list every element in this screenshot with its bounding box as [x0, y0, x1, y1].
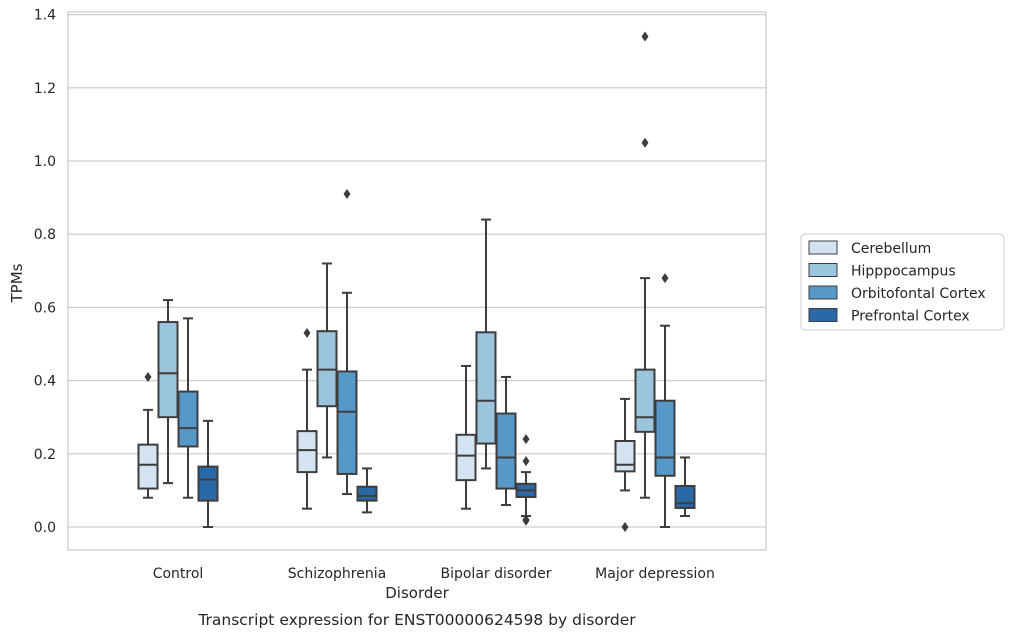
legend-label: Cerebellum [851, 241, 931, 257]
box-body [634, 368, 656, 433]
y-tick-label: 0.0 [34, 520, 56, 536]
box [654, 273, 676, 528]
box-body [157, 321, 179, 419]
series-orbitofontal-cortex [177, 188, 676, 528]
box-body [614, 439, 636, 473]
y-axis-label: TPMs [8, 263, 26, 303]
box-body [495, 412, 517, 490]
legend-swatch [808, 240, 838, 255]
legend-frame [800, 233, 1005, 331]
box [614, 397, 636, 532]
legend: Cerebellum Hipppocampus Orbitofontal Corte… [800, 233, 1005, 331]
box-series [137, 31, 696, 532]
box [634, 31, 656, 499]
box [157, 299, 179, 485]
y-tick-label: 0.6 [34, 300, 56, 316]
box [674, 456, 696, 518]
box-body [475, 331, 497, 445]
box [495, 375, 517, 507]
x-tick-label: Bipolar disorder [440, 566, 551, 582]
box-body [336, 370, 358, 475]
series-cerebellum [137, 328, 636, 532]
box-body [197, 465, 219, 502]
x-tick-label: Schizophrenia [288, 566, 386, 582]
chart-caption: Transcript expression for ENST0000062459… [197, 611, 636, 629]
gridlines [68, 14, 766, 528]
x-tick-label: Major depression [595, 566, 715, 582]
series-hipppocampus [157, 31, 656, 499]
outlier-point [661, 273, 669, 284]
y-tick-label: 0.8 [34, 227, 56, 243]
box [455, 364, 477, 510]
legend-swatch [808, 285, 838, 300]
box [197, 419, 219, 528]
x-tick-label: Control [153, 566, 204, 582]
box-body [137, 443, 159, 490]
series-prefrontal-cortex [197, 419, 696, 528]
box [475, 218, 497, 470]
box [515, 434, 537, 526]
y-tick-label: 1.0 [34, 154, 56, 170]
box-body [177, 390, 199, 448]
box-body [296, 430, 318, 474]
legend-label: Prefrontal Cortex [851, 309, 970, 325]
outlier-point [621, 522, 629, 532]
box [296, 328, 318, 510]
x-tick-labels: Control Schizophrenia Bipolar disorder Majo… [153, 566, 715, 582]
plot-area [67, 11, 767, 551]
box [177, 317, 199, 499]
box-body [455, 433, 477, 482]
legend-label: Hipppocampus [851, 264, 956, 280]
outlier-point [641, 31, 649, 42]
box-body [674, 485, 696, 509]
legend-swatch [808, 308, 838, 322]
outlier-point [343, 188, 351, 199]
box [356, 467, 378, 514]
outlier-point [522, 515, 530, 526]
box [336, 188, 358, 496]
y-tick-label: 0.4 [34, 374, 56, 390]
y-tick-label: 1.4 [34, 8, 56, 24]
x-axis-label: Disorder [385, 584, 449, 602]
box [316, 262, 338, 459]
outlier-point [641, 137, 649, 148]
legend-label: Orbitofontal Cortex [851, 286, 986, 302]
legend-swatch [808, 263, 838, 277]
box-body [654, 399, 676, 477]
y-tick-label: 1.2 [34, 81, 56, 97]
y-tick-labels: 0.0 0.2 0.4 0.6 0.8 1.0 1.2 1.4 [34, 8, 56, 536]
y-tick-label: 0.2 [34, 447, 56, 463]
box [137, 371, 159, 499]
outlier-point [522, 456, 530, 467]
outlier-point [303, 328, 311, 339]
box-body [356, 485, 378, 502]
outlier-point [144, 371, 152, 382]
outlier-point [522, 434, 530, 445]
